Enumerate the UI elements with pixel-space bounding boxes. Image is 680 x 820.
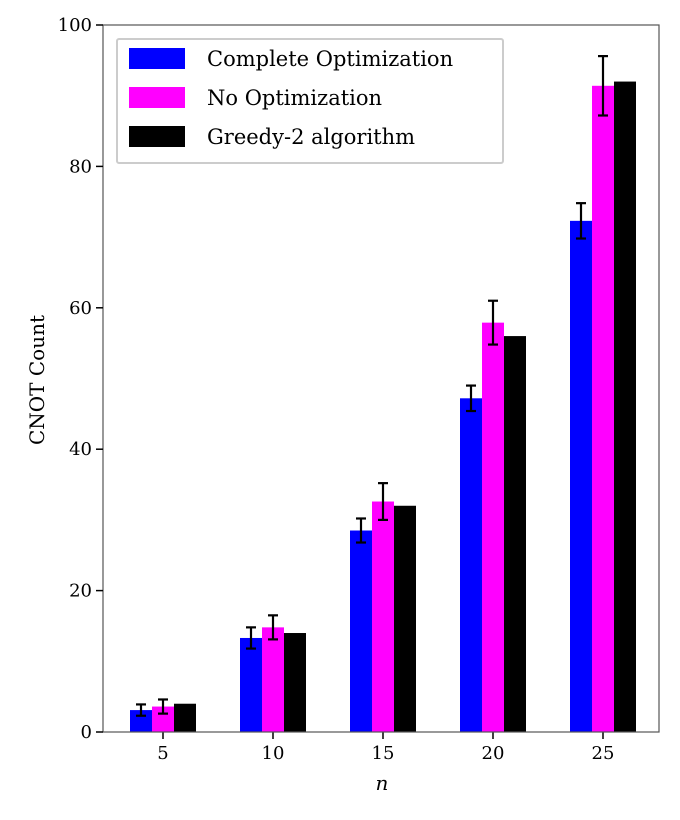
error-bar [356,517,366,544]
legend-entry: No Optimization [207,86,382,110]
y-tick-label: 40 [69,439,92,460]
x-tick-label: 15 [372,743,395,764]
error-bar [378,482,388,522]
bar [504,336,526,732]
bar [570,220,592,733]
error-bar [576,202,586,240]
plot-area [130,55,636,733]
y-tick-label: 80 [69,156,92,177]
bar [152,706,174,732]
x-tick-label: 25 [592,743,615,764]
error-bar [598,55,608,117]
error-bar [466,384,476,413]
legend-entry: Complete Optimization [207,47,453,71]
legend-entry: Greedy-2 algorithm [207,125,415,149]
bar [262,627,284,732]
legend-swatch [129,48,185,69]
y-tick-label: 100 [58,15,92,36]
y-tick-label: 20 [69,581,92,602]
x-tick-label: 5 [157,743,168,764]
error-bar [488,299,498,346]
plot-frame [102,24,660,733]
bar [394,505,416,732]
bar [482,322,504,732]
bar [174,703,196,732]
bar [372,501,394,732]
error-bar [246,626,256,650]
legend-swatch [129,87,185,108]
legend-frame [116,38,504,164]
y-tick-label: 0 [81,722,92,743]
error-bar [158,698,168,715]
legend-swatch [129,126,185,147]
error-bar [268,614,278,641]
bar [240,637,262,732]
y-tick-label: 60 [69,298,92,319]
legend: Complete Optimization No Optimization Gree… [116,38,504,164]
y-axis-label: CNOT Count [25,315,49,445]
bar [614,81,636,732]
x-tick-label: 10 [262,743,285,764]
x-tick-label: 20 [482,743,505,764]
bar [592,85,614,732]
bar [284,633,306,732]
error-bar [136,703,146,717]
axes: 5 10 15 20 25 0 20 40 60 80 100 [58,15,660,764]
x-axis-label: n [376,771,389,795]
bar [460,398,482,732]
bar [350,530,372,732]
bar [130,710,152,732]
